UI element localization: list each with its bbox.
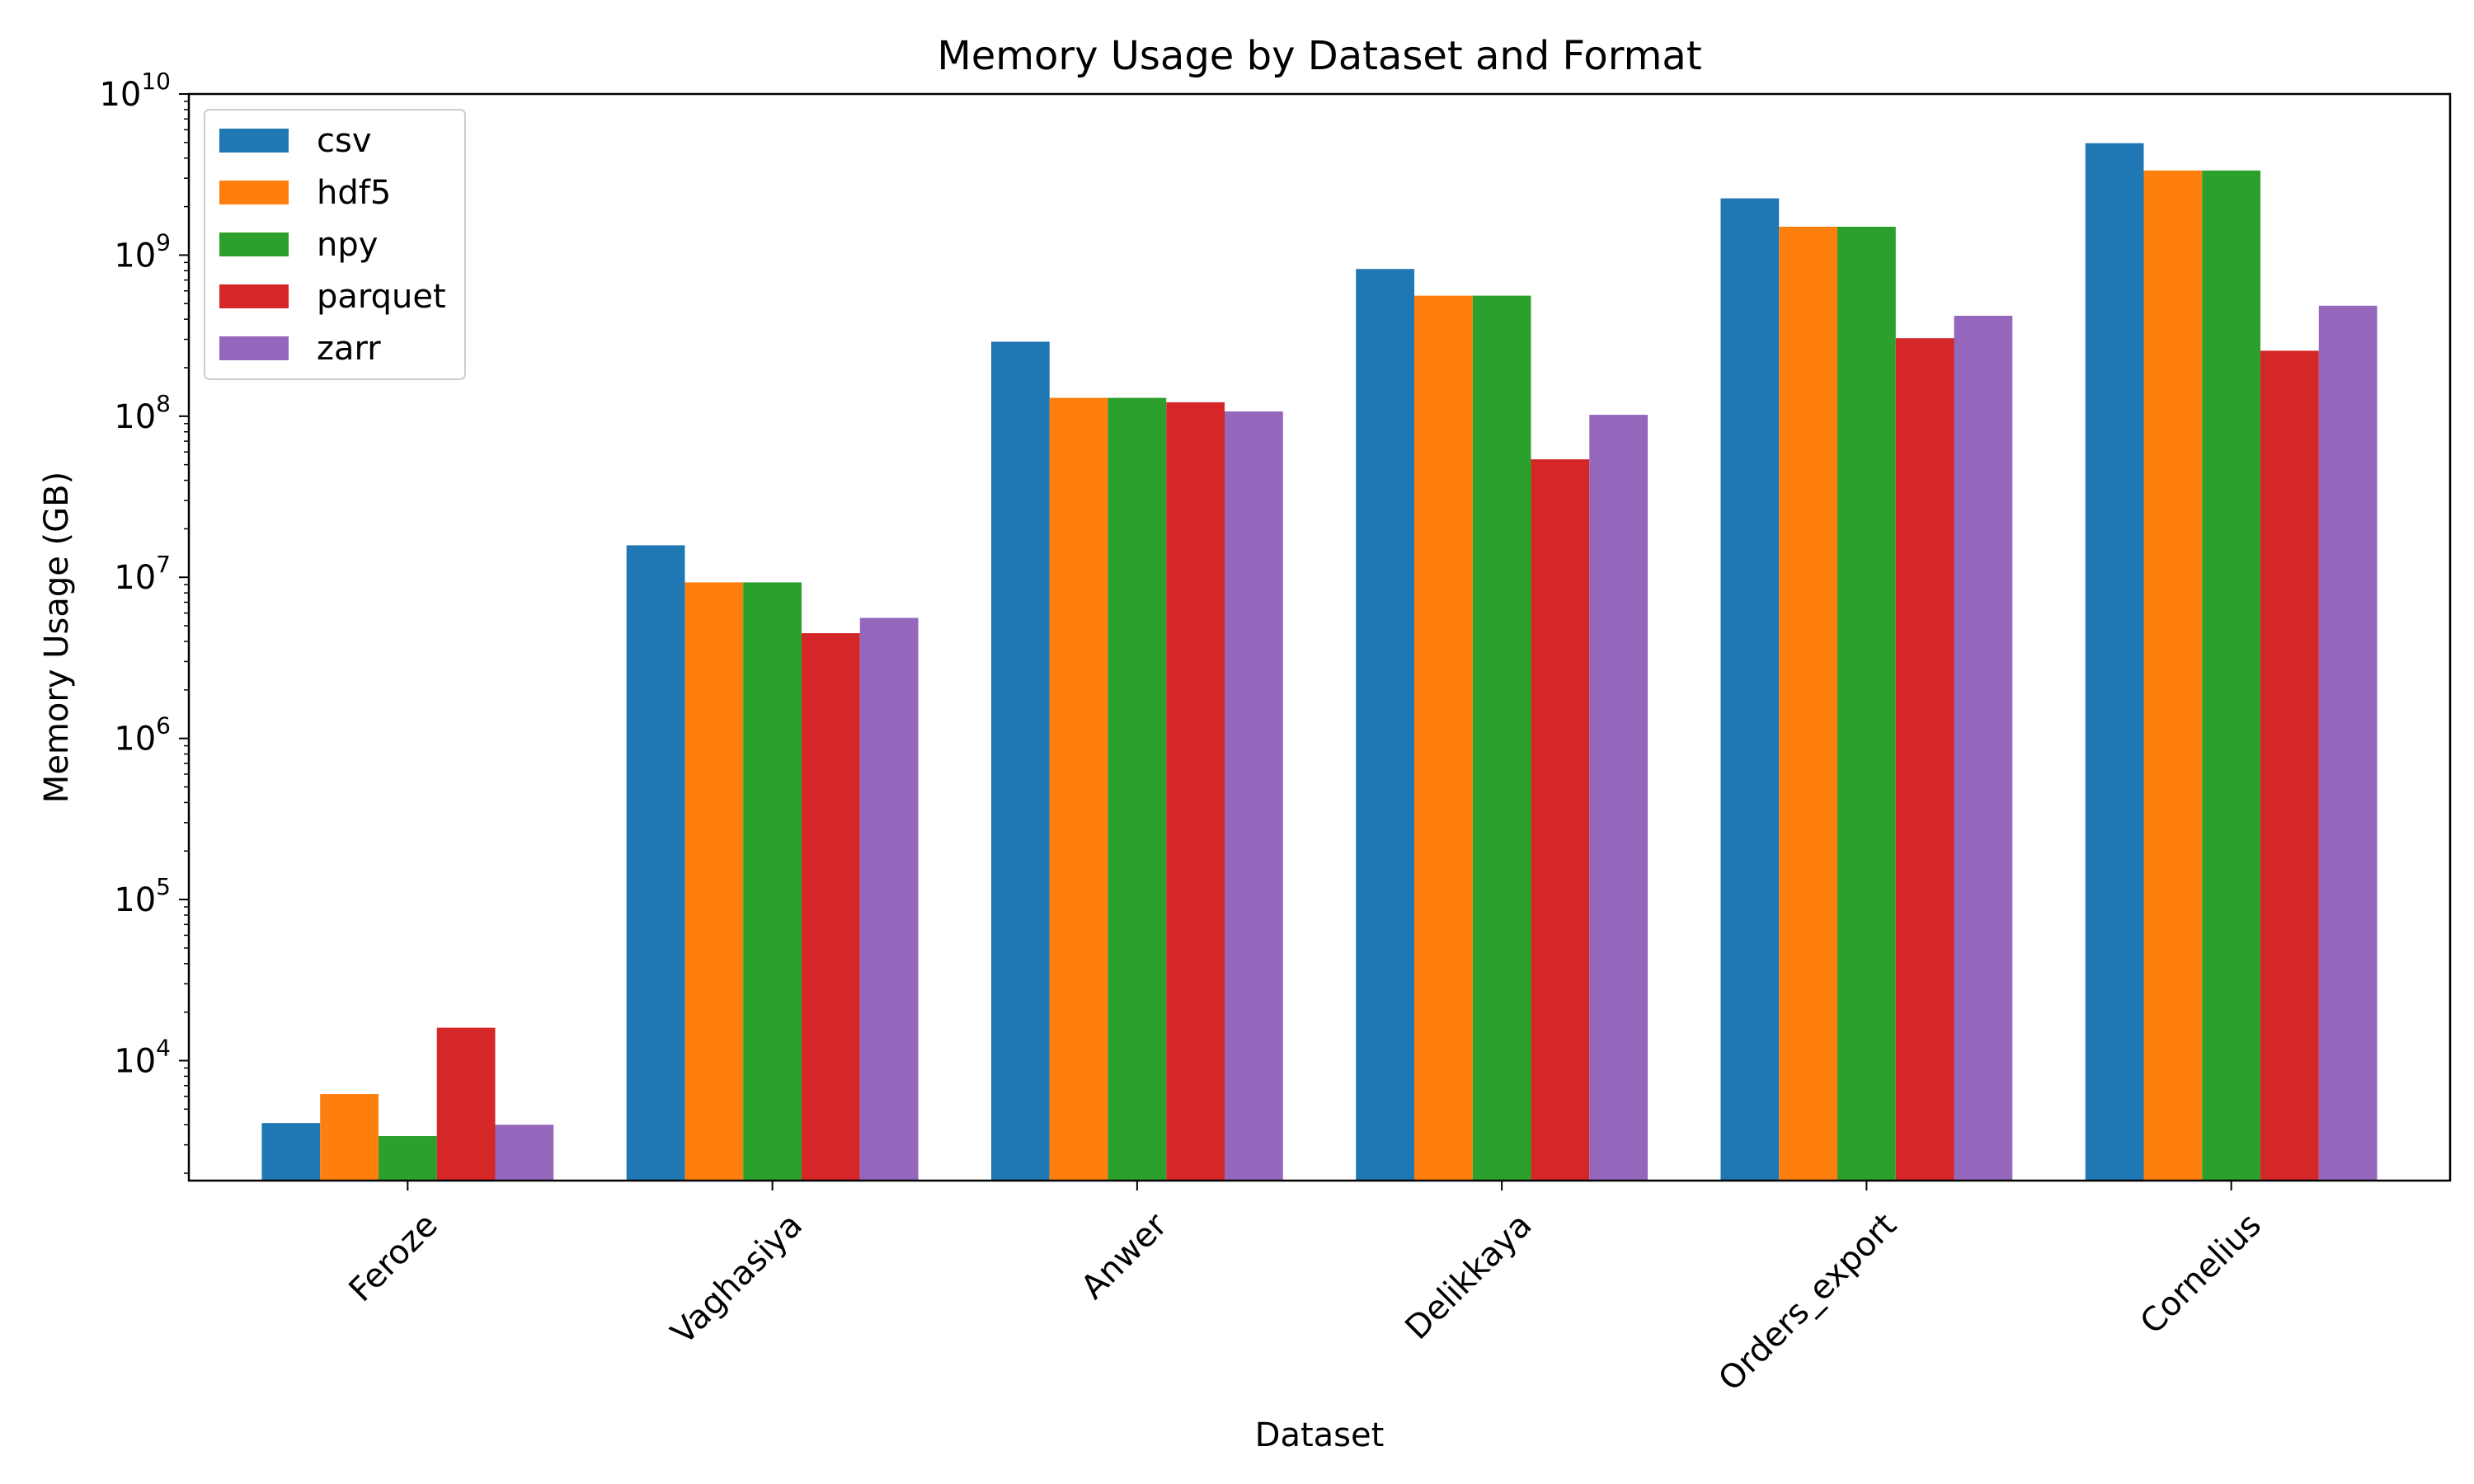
bar-zarr-feroze <box>495 1125 554 1181</box>
y-tick-label: 107 <box>114 551 171 597</box>
bar-zarr-vaghasiya <box>859 618 919 1181</box>
legend-swatch-hdf5 <box>219 181 289 204</box>
legend: csv hdf5 npy parquet zarr <box>204 109 466 380</box>
bar-npy-cornelius <box>2202 170 2261 1181</box>
legend-label-zarr: zarr <box>317 330 381 368</box>
bar-csv-delikkaya <box>1356 269 1414 1181</box>
y-tick-label: 104 <box>114 1034 171 1080</box>
bar-csv-vaghasiya <box>626 545 685 1181</box>
chart-title: Memory Usage by Dataset and Format <box>937 33 1701 79</box>
bar-zarr-delikkaya <box>1589 415 1649 1181</box>
bar-npy-vaghasiya <box>743 582 802 1181</box>
bar-parquet-vaghasiya <box>801 633 860 1181</box>
bar-hdf5-feroze <box>320 1094 379 1181</box>
bar-hdf5-anwer <box>1049 397 1108 1181</box>
legend-label-npy: npy <box>317 226 378 264</box>
bar-hdf5-orders_export <box>1779 227 1838 1181</box>
bar-zarr-orders_export <box>1954 316 2013 1181</box>
legend-swatch-parquet <box>219 284 289 308</box>
y-axis-label: Memory Usage (GB) <box>38 472 76 803</box>
legend-frame <box>204 109 466 380</box>
bar-zarr-anwer <box>1225 411 1283 1181</box>
bar-parquet-anwer <box>1166 402 1225 1181</box>
bar-csv-cornelius <box>2085 143 2144 1181</box>
plot-frame <box>187 92 2452 1182</box>
bars-group <box>261 143 2378 1181</box>
y-tick-label: 109 <box>114 228 171 275</box>
y-tick-label: 106 <box>114 712 171 758</box>
bar-npy-anwer <box>1108 397 1167 1181</box>
y-tick-label: 1010 <box>99 68 171 114</box>
y-axis-ticks: 104 105 106 107 108 109 1010 <box>99 68 189 1174</box>
bar-zarr-cornelius <box>2318 305 2378 1181</box>
bar-npy-feroze <box>378 1136 437 1181</box>
legend-label-parquet: parquet <box>317 278 446 316</box>
bar-npy-delikkaya <box>1472 295 1531 1181</box>
bar-csv-anwer <box>990 341 1050 1181</box>
legend-swatch-zarr <box>219 336 289 360</box>
legend-swatch-csv <box>219 129 289 153</box>
bar-npy-orders_export <box>1837 227 1896 1181</box>
legend-swatch-npy <box>219 232 289 256</box>
bar-parquet-delikkaya <box>1531 459 1590 1181</box>
y-tick-label: 108 <box>114 390 171 436</box>
bar-csv-feroze <box>261 1123 321 1181</box>
legend-label-hdf5: hdf5 <box>317 174 391 212</box>
x-axis-label: Dataset <box>1255 1416 1385 1454</box>
bar-parquet-cornelius <box>2260 350 2319 1181</box>
bar-parquet-orders_export <box>1895 338 1954 1181</box>
bar-csv-orders_export <box>1720 198 1780 1181</box>
y-tick-label: 105 <box>114 873 171 919</box>
bar-hdf5-delikkaya <box>1413 295 1473 1181</box>
bar-hdf5-cornelius <box>2143 170 2203 1181</box>
legend-label-csv: csv <box>317 122 372 160</box>
bar-parquet-feroze <box>436 1027 496 1181</box>
bar-hdf5-vaghasiya <box>684 582 744 1181</box>
